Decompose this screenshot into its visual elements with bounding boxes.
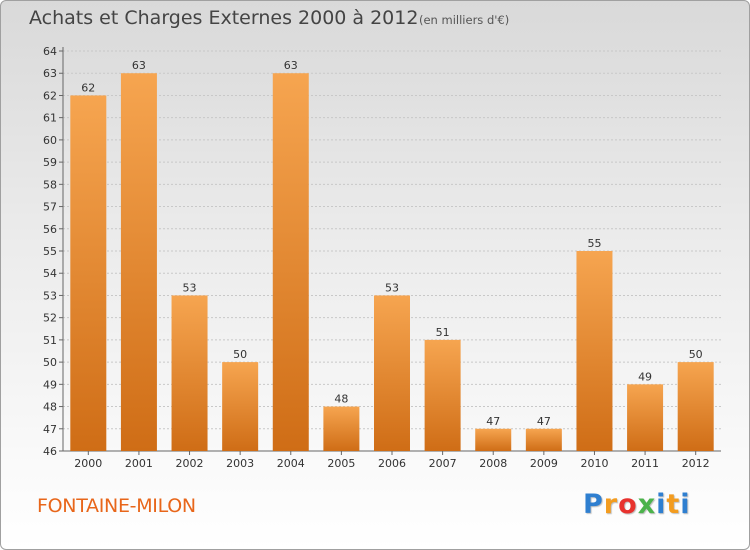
bar-2002 [171, 295, 208, 451]
y-tick-label: 47 [43, 423, 57, 436]
x-tick-label: 2004 [277, 457, 305, 470]
bar-2005 [323, 406, 360, 451]
chart-title: Achats et Charges Externes 2000 à 2012 [29, 7, 419, 29]
data-labels: 62 63 53 50 63 48 53 51 47 47 55 49 50 [81, 59, 702, 428]
y-tick-label: 50 [43, 356, 57, 369]
x-tick-label: 2002 [176, 457, 204, 470]
data-label: 50 [233, 348, 247, 361]
x-tick-label: 2012 [682, 457, 710, 470]
y-tick-label: 54 [43, 267, 57, 280]
data-label: 47 [486, 415, 500, 428]
data-label: 47 [537, 415, 551, 428]
bar-2008 [475, 428, 512, 451]
y-tick-label: 57 [43, 201, 57, 214]
y-tick-label: 64 [43, 45, 57, 58]
x-tick-label: 2008 [479, 457, 507, 470]
x-tick-label: 2001 [125, 457, 153, 470]
data-label: 50 [689, 348, 703, 361]
y-tick-label: 52 [43, 312, 57, 325]
bar-2006 [374, 295, 410, 451]
y-tick-label: 58 [43, 178, 57, 191]
x-tick-label: 2011 [631, 457, 659, 470]
y-tick-label: 60 [43, 134, 57, 147]
x-tick-label: 2005 [327, 457, 355, 470]
y-tick-label: 63 [43, 67, 57, 80]
data-label: 53 [183, 281, 197, 294]
bar-2012 [677, 362, 714, 451]
proxiti-logo: Proxiti [583, 489, 691, 520]
y-tick-labels: 46 47 48 49 50 51 52 53 54 55 56 57 58 59 60 61 62 63 64 [43, 45, 63, 458]
bar-2007 [424, 339, 461, 451]
data-label: 51 [436, 326, 450, 339]
bar-2000 [70, 95, 107, 451]
y-tick-label: 53 [43, 289, 57, 302]
bar-2001 [120, 73, 157, 451]
bar-2010 [576, 251, 613, 451]
y-tick-label: 51 [43, 334, 57, 347]
y-tick-label: 48 [43, 401, 57, 414]
y-tick-label: 49 [43, 378, 57, 391]
bars [70, 73, 714, 451]
x-tick-labels: 2000 2001 2002 2003 2004 2005 2006 2007 2008 2009… [74, 451, 710, 470]
data-label: 48 [334, 393, 348, 406]
chart-subtitle: (en milliers d'€) [419, 13, 510, 27]
bar-2004 [272, 73, 309, 451]
x-tick-label: 2010 [580, 457, 608, 470]
x-tick-label: 2000 [74, 457, 102, 470]
data-label: 62 [81, 81, 95, 94]
bar-2009 [525, 428, 562, 451]
x-tick-label: 2007 [429, 457, 457, 470]
x-tick-label: 2003 [226, 457, 254, 470]
y-tick-label: 55 [43, 245, 57, 258]
data-label: 63 [132, 59, 146, 72]
x-tick-label: 2006 [378, 457, 406, 470]
data-label: 63 [284, 59, 298, 72]
bar-2011 [627, 384, 664, 451]
x-tick-label: 2009 [530, 457, 558, 470]
bar-2003 [222, 362, 259, 451]
y-tick-label: 61 [43, 112, 57, 125]
y-tick-label: 62 [43, 89, 57, 102]
data-label: 49 [638, 370, 652, 383]
y-tick-label: 46 [43, 445, 57, 458]
y-tick-label: 56 [43, 223, 57, 236]
y-tick-label: 59 [43, 156, 57, 169]
data-label: 55 [587, 237, 601, 250]
data-label: 53 [385, 281, 399, 294]
commune-name: FONTAINE-MILON [37, 495, 196, 517]
